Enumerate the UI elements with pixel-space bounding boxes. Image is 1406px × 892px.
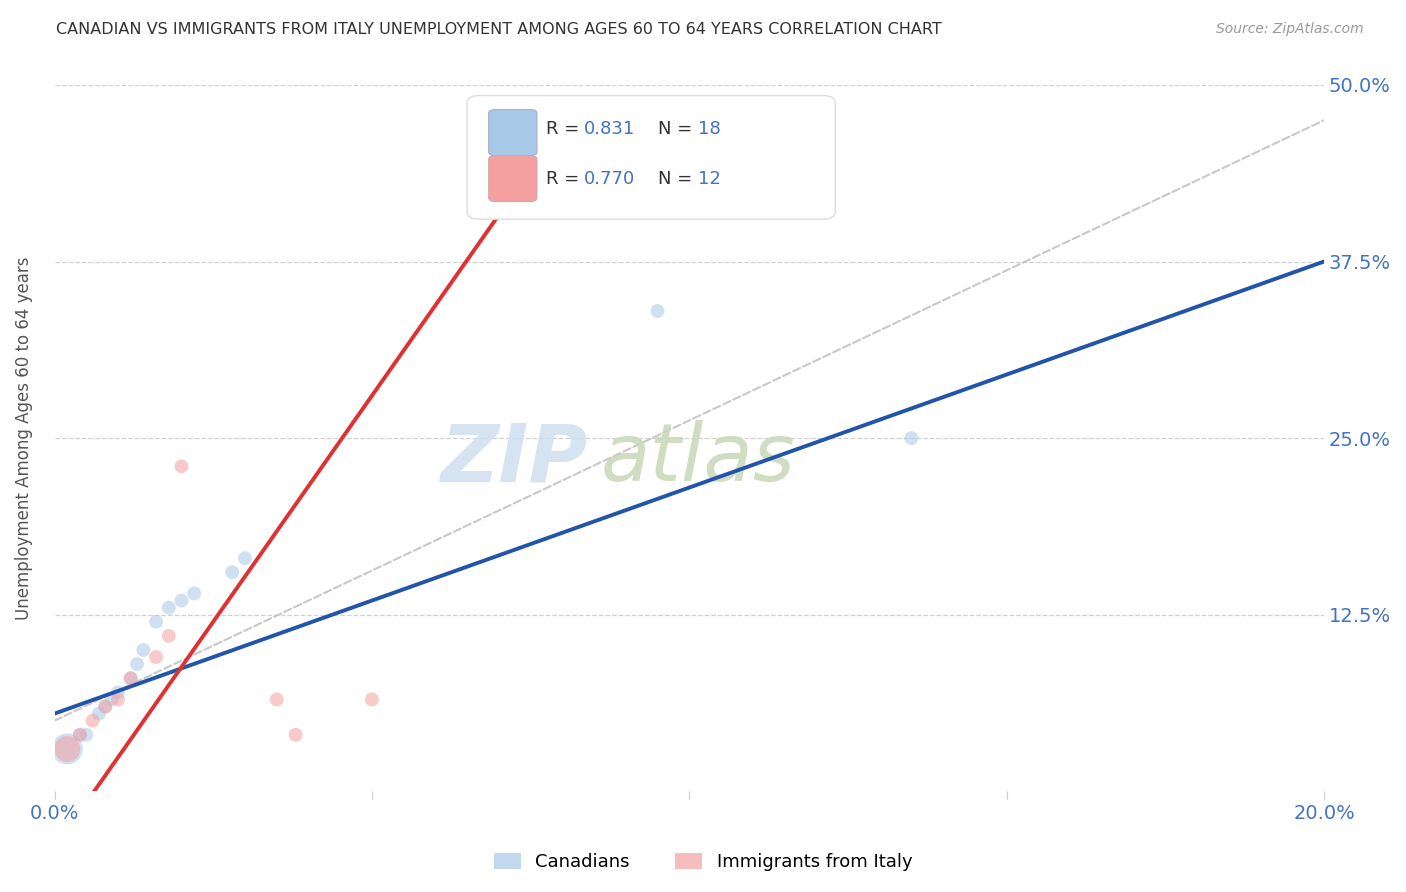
Text: 12: 12 [699, 169, 721, 188]
Point [157, 629, 180, 643]
Point [120, 671, 142, 685]
Point [56, 742, 79, 756]
Text: N =: N = [658, 120, 697, 138]
Point [100, 692, 122, 706]
Point [266, 692, 288, 706]
Legend: Canadians, Immigrants from Italy: Canadians, Immigrants from Italy [486, 846, 920, 879]
Point [94, 699, 117, 714]
Text: 0.831: 0.831 [583, 120, 636, 138]
Text: Source: ZipAtlas.com: Source: ZipAtlas.com [1216, 22, 1364, 37]
FancyBboxPatch shape [467, 95, 835, 219]
Point [900, 431, 922, 445]
Y-axis label: Unemployment Among Ages 60 to 64 years: Unemployment Among Ages 60 to 64 years [15, 256, 32, 620]
Point [157, 600, 180, 615]
FancyBboxPatch shape [489, 155, 537, 202]
Text: 18: 18 [699, 120, 721, 138]
Point [647, 304, 669, 318]
Point [145, 650, 167, 665]
FancyBboxPatch shape [489, 110, 537, 155]
Text: ZIP: ZIP [440, 420, 588, 499]
Point [170, 593, 193, 607]
Text: atlas: atlas [600, 420, 796, 499]
Text: 0.770: 0.770 [583, 169, 636, 188]
Point [233, 551, 256, 566]
Point [107, 685, 129, 699]
Point [69, 728, 91, 742]
Point [183, 586, 205, 600]
Point [145, 615, 167, 629]
Point [69, 728, 91, 742]
Point [75, 728, 97, 742]
Point [87, 706, 110, 721]
Text: R =: R = [546, 169, 585, 188]
Point [170, 459, 193, 474]
Text: CANADIAN VS IMMIGRANTS FROM ITALY UNEMPLOYMENT AMONG AGES 60 TO 64 YEARS CORRELA: CANADIAN VS IMMIGRANTS FROM ITALY UNEMPL… [56, 22, 942, 37]
Point [107, 692, 129, 706]
Point [125, 657, 148, 672]
Point [221, 566, 243, 580]
Text: R =: R = [546, 120, 585, 138]
Point [120, 671, 142, 685]
Text: N =: N = [658, 169, 697, 188]
Point [361, 692, 384, 706]
Point [82, 714, 104, 728]
Point [284, 728, 307, 742]
Point [56, 742, 79, 756]
Point [132, 643, 155, 657]
Point [94, 699, 117, 714]
